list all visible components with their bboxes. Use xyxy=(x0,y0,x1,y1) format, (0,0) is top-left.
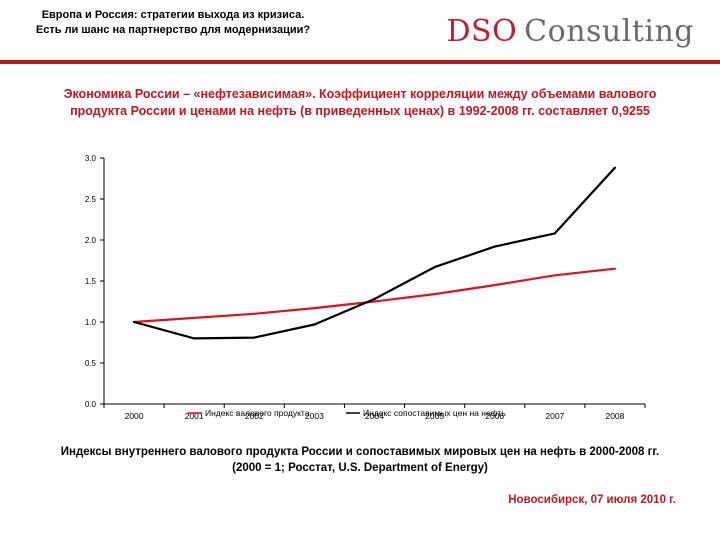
x-tick-label: 2008 xyxy=(605,411,624,421)
x-tick-label: 2004 xyxy=(365,411,384,421)
x-tick-label: 2002 xyxy=(245,411,264,421)
slide-subtitle-line2: продукта России и ценами на нефть (в при… xyxy=(70,104,650,118)
presentation-title-line1: Европа и Россия: стратегии выхода из кри… xyxy=(41,9,305,21)
y-tick-label: 1.0 xyxy=(85,318,97,327)
x-tick-label: 2001 xyxy=(185,411,204,421)
legend-label-1: Индекс валового продукта xyxy=(205,408,310,418)
y-tick-label: 0.5 xyxy=(85,359,97,368)
series-line-1 xyxy=(133,267,617,324)
y-tick-label: 0.0 xyxy=(85,400,97,409)
y-tick-label: 1.5 xyxy=(85,277,97,286)
x-tick-label: 2000 xyxy=(125,411,144,421)
legend-label-2: Индекс сопоставимых цен на нефть xyxy=(363,408,506,418)
chart-caption: Индексы внутреннего валового продукта Ро… xyxy=(20,444,700,476)
brand-logo-dso: DSO xyxy=(446,14,518,49)
presentation-title-line2: Есть ли шанс на партнерство для модерниз… xyxy=(35,24,311,36)
y-tick-label: 2.5 xyxy=(85,195,97,204)
x-tick-label: 2006 xyxy=(485,411,504,421)
chart-caption-line2: (2000 = 1; Росстат, U.S. Department of E… xyxy=(232,462,488,474)
slide-subtitle-line1: Экономика России – «нефтезависимая». Коэ… xyxy=(63,87,657,101)
x-tick-label: 2003 xyxy=(305,411,324,421)
x-tick-label: 2005 xyxy=(425,411,444,421)
footer-location-date: Новосибирск, 07 июля 2010 г. xyxy=(508,494,676,506)
slide-subtitle: Экономика России – «нефтезависимая». Коэ… xyxy=(20,86,700,120)
brand-logo-consulting: Consulting xyxy=(524,14,694,49)
presentation-title: Европа и Россия: стратегии выхода из кри… xyxy=(8,8,338,38)
y-tick-label: 2.0 xyxy=(85,236,97,245)
y-tick-label: 3.0 xyxy=(85,154,97,163)
brand-logo: DSO Consulting xyxy=(446,14,694,49)
chart-caption-line1: Индексы внутреннего валового продукта Ро… xyxy=(60,446,660,458)
x-tick-label: 2007 xyxy=(545,411,564,421)
header-divider xyxy=(0,60,720,64)
series-line-2 xyxy=(133,166,617,340)
